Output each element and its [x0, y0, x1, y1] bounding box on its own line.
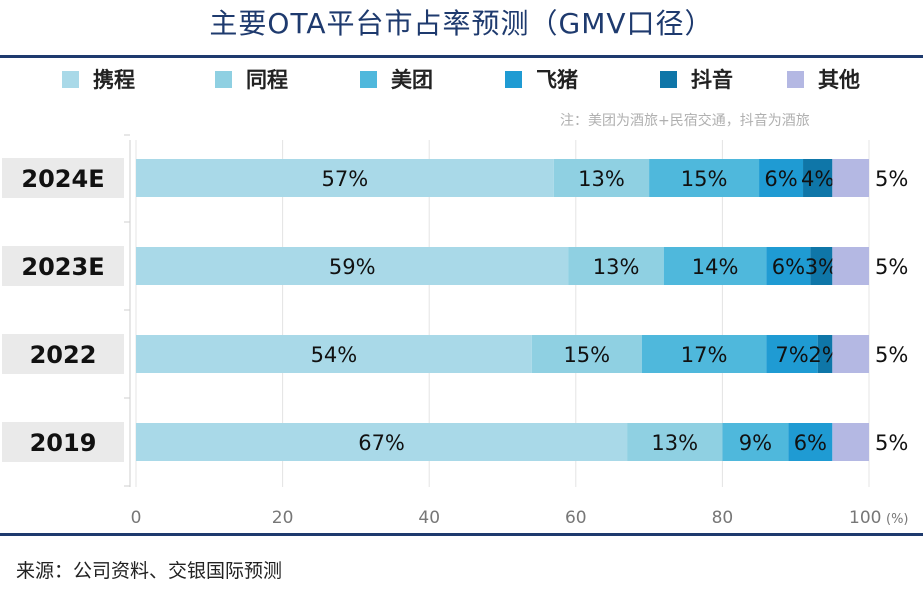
data-label: 5%	[875, 167, 908, 191]
legend-swatch	[660, 70, 677, 88]
legend-item: 同程	[215, 62, 288, 96]
bar-segment	[531, 335, 642, 373]
category-label: 2023E	[21, 253, 104, 281]
bar-segment	[766, 335, 818, 373]
data-label: 14%	[692, 255, 739, 279]
bottom-divider	[0, 533, 923, 536]
bar-segment	[627, 423, 723, 461]
data-label: 6%	[772, 255, 805, 279]
data-label: 13%	[578, 167, 625, 191]
bar-segment	[641, 335, 767, 373]
bar-segment	[810, 247, 833, 285]
x-tick-label: 20	[272, 508, 294, 528]
data-label: 15%	[563, 343, 610, 367]
legend-label: 同程	[246, 68, 288, 92]
x-axis-unit: (%)	[886, 512, 909, 527]
bar-segment	[663, 247, 767, 285]
data-label: 13%	[651, 431, 698, 455]
data-label: 7%	[775, 343, 808, 367]
source-note: 来源：公司资料、交银国际预测	[16, 560, 283, 582]
legend-item: 其他	[787, 62, 860, 96]
category-label-bg	[2, 246, 124, 286]
category-label-bg	[2, 158, 124, 198]
legend-label: 携程	[93, 68, 135, 92]
data-label: 67%	[358, 431, 405, 455]
legend-swatch	[787, 70, 804, 88]
data-label: 5%	[875, 431, 908, 455]
bar-segment	[553, 159, 650, 197]
data-label: 57%	[322, 167, 369, 191]
legend-swatch	[360, 70, 377, 88]
x-tick-label: 80	[712, 508, 734, 528]
legend-label: 飞猪	[536, 68, 578, 92]
bar-segment	[759, 159, 804, 197]
data-label: 4%	[801, 167, 834, 191]
bar-segment	[832, 423, 869, 461]
data-label: 13%	[593, 255, 640, 279]
legend-item: 携程	[62, 62, 135, 96]
category-label-bg	[2, 422, 124, 462]
data-label: 54%	[311, 343, 358, 367]
legend-label: 其他	[818, 68, 860, 92]
legend: 携程 同程 美团 飞猪 抖音 其他	[0, 62, 923, 96]
legend-item: 抖音	[660, 62, 733, 96]
stacked-bar-chart: 2024E 57% 13% 15% 6% 4% 5%2023E 59% 13% 14% 6% 3% 5%…	[2, 134, 909, 528]
data-label: 17%	[681, 343, 728, 367]
chart-note: 注：美团为酒旅+民宿交通，抖音为酒旅	[560, 113, 810, 129]
x-tick-label: 60	[565, 508, 587, 528]
bar-segment	[136, 159, 554, 197]
category-label: 2024E	[21, 165, 104, 193]
data-label: 15%	[681, 167, 728, 191]
category-label-bg	[2, 334, 124, 374]
bar-segment	[766, 247, 811, 285]
data-label: 6%	[764, 167, 797, 191]
bar-segment	[649, 159, 760, 197]
data-label: 6%	[794, 431, 827, 455]
chart-title: 主要OTA平台市占率预测（GMV口径）	[209, 7, 714, 40]
legend-label: 抖音	[691, 68, 733, 92]
bar-segment	[722, 423, 789, 461]
x-tick-label: 40	[418, 508, 440, 528]
data-label: 9%	[739, 431, 772, 455]
bar-segment	[817, 335, 833, 373]
x-tick-label: 0	[131, 508, 142, 528]
legend-label: 美团	[391, 68, 433, 92]
category-label: 2019	[30, 429, 97, 457]
x-tick-label: 100	[849, 508, 881, 528]
bar-segment	[136, 247, 569, 285]
legend-swatch	[215, 70, 232, 88]
bar-segment	[832, 159, 869, 197]
bar-segment	[788, 423, 833, 461]
data-label: 59%	[329, 255, 376, 279]
legend-swatch	[505, 70, 522, 88]
bar-segment	[136, 335, 532, 373]
legend-item: 飞猪	[505, 62, 578, 96]
top-divider	[0, 55, 923, 58]
bar-segment	[832, 247, 869, 285]
data-label: 5%	[875, 343, 908, 367]
legend-swatch	[62, 70, 79, 88]
bar-segment	[803, 159, 833, 197]
data-label: 5%	[875, 255, 908, 279]
category-label: 2022	[30, 341, 97, 369]
bar-segment	[568, 247, 664, 285]
bar-segment	[136, 423, 628, 461]
legend-item: 美团	[360, 62, 433, 96]
bar-segment	[832, 335, 869, 373]
